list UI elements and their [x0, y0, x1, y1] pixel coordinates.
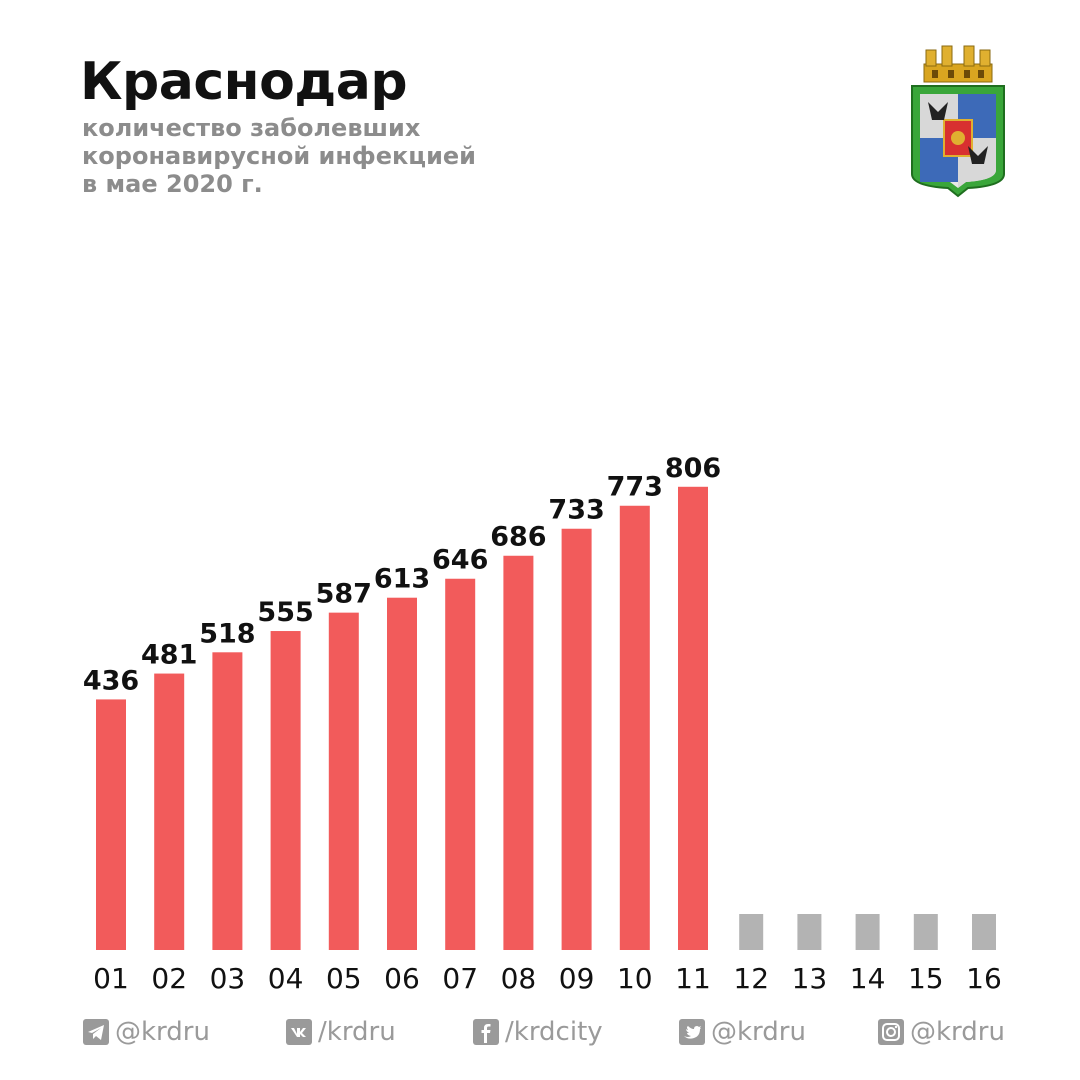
footer-item-instagram[interactable]: @krdru	[878, 1014, 1005, 1050]
data-label: 733	[548, 495, 604, 526]
footer-handle: /krdcity	[505, 1017, 603, 1047]
telegram-icon	[83, 1019, 109, 1045]
bar-pending	[739, 914, 764, 950]
twitter-icon	[679, 1019, 705, 1045]
bar	[154, 673, 185, 950]
footer-item-vk[interactable]: /krdru	[286, 1014, 396, 1050]
x-tick-label: 08	[501, 962, 537, 995]
subtitle-line: количество заболевших	[82, 114, 421, 142]
data-label: 518	[199, 618, 255, 649]
data-label: 587	[316, 579, 372, 610]
data-label: 555	[257, 597, 313, 628]
city-coat-of-arms-icon	[911, 45, 1005, 198]
bar	[387, 597, 417, 950]
data-label: 646	[432, 545, 488, 576]
x-tick-label: 10	[617, 962, 653, 995]
bar	[270, 631, 301, 950]
instagram-icon	[878, 1019, 904, 1045]
footer-handle: /krdru	[318, 1017, 396, 1047]
bar	[678, 486, 708, 950]
bar-pending	[855, 914, 880, 950]
bar-pending	[797, 914, 822, 950]
x-tick-label: 11	[675, 962, 711, 995]
footer-handle: @krdru	[115, 1017, 210, 1047]
x-tick-label: 06	[384, 962, 420, 995]
page-subtitle: количество заболевших коронавирусной инф…	[82, 114, 602, 198]
social-footer: @krdru /krdru /krdcity @krdru @krdru	[0, 1008, 1080, 1056]
data-label: 481	[141, 640, 197, 671]
x-tick-label: 16	[966, 962, 1002, 995]
page-title: Краснодар	[80, 52, 408, 112]
x-tick-label: 09	[559, 962, 595, 995]
x-tick-label: 13	[792, 962, 828, 995]
x-tick-label: 03	[210, 962, 246, 995]
bar	[445, 578, 476, 950]
bar-pending	[972, 914, 996, 950]
data-label: 773	[607, 472, 663, 503]
bar	[328, 612, 359, 950]
subtitle-line: в мае 2020 г.	[82, 170, 263, 198]
bar	[212, 652, 243, 950]
x-tick-label: 14	[850, 962, 886, 995]
x-tick-label: 12	[733, 962, 769, 995]
bar-chart: 436 01 481 02 518 03 555 04 587 05 613 06 646 07 686 08…	[83, 453, 1002, 995]
subtitle-line: коронавирусной инфекцией	[82, 142, 476, 170]
bar	[561, 528, 592, 950]
x-tick-label: 04	[268, 962, 304, 995]
data-label: 436	[83, 665, 139, 696]
facebook-icon	[473, 1019, 499, 1045]
data-label: 806	[665, 453, 721, 484]
x-tick-label: 01	[93, 962, 129, 995]
footer-item-telegram[interactable]: @krdru	[83, 1014, 210, 1050]
footer-handle: @krdru	[711, 1017, 806, 1047]
x-tick-label: 05	[326, 962, 362, 995]
bar	[96, 699, 126, 950]
footer-item-facebook[interactable]: /krdcity	[473, 1014, 603, 1050]
data-label: 686	[490, 522, 546, 553]
x-tick-label: 02	[151, 962, 187, 995]
data-label: 613	[374, 564, 430, 595]
footer-handle: @krdru	[910, 1017, 1005, 1047]
bar	[619, 505, 650, 950]
footer-item-twitter[interactable]: @krdru	[679, 1014, 806, 1050]
x-tick-label: 15	[908, 962, 944, 995]
bar-pending	[913, 914, 938, 950]
bar	[503, 555, 534, 950]
x-tick-label: 07	[442, 962, 478, 995]
vk-icon	[286, 1019, 312, 1045]
